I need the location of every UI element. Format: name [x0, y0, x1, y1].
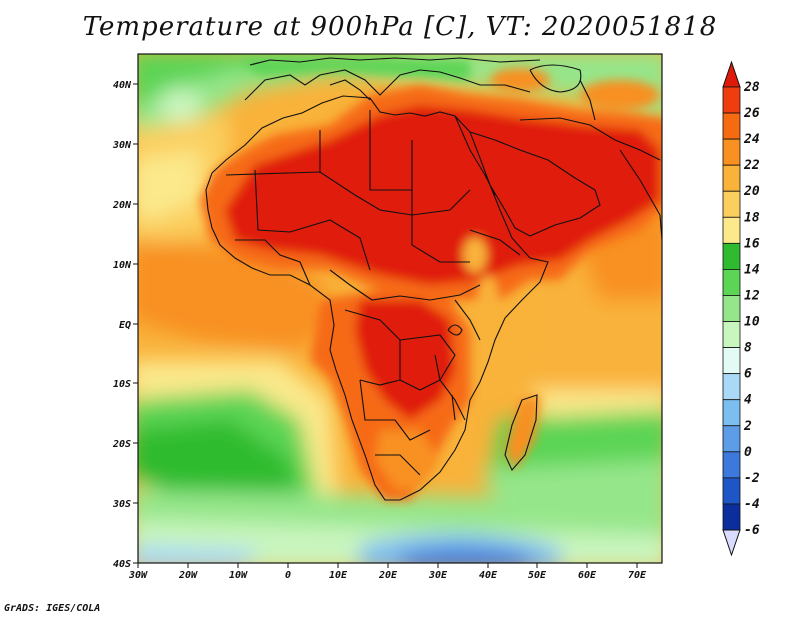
colorbar-label: 20: [743, 184, 760, 199]
lat-label: 30S: [112, 499, 131, 510]
colorbar-label: 8: [744, 341, 752, 356]
map-title: Temperature at 900hPa [C], VT: 202005181…: [82, 12, 718, 42]
colorbar-label: 6: [744, 367, 752, 382]
lon-label: 30E: [428, 570, 448, 581]
lat-label: 10S: [113, 379, 131, 390]
field-layer: [138, 54, 662, 563]
credit-label: GrADS: IGES/COLA: [4, 603, 101, 614]
colorbar-swatch: [722, 373, 741, 401]
colorbar-label: 12: [744, 288, 760, 303]
lon-label: 0: [285, 570, 291, 581]
colorbar-label: 28: [743, 80, 760, 95]
colorbar-top-arrow: [722, 60, 741, 88]
plot-frame: [137, 53, 663, 564]
colorbar-label: 18: [744, 210, 760, 225]
colorbar-label: 14: [744, 262, 760, 277]
lon-label: 40E: [479, 570, 498, 581]
colorbar-swatch: [722, 347, 741, 375]
lon-label: 10W: [229, 570, 248, 581]
lat-label: 40N: [113, 80, 132, 91]
lat-labels: 40N 30N 20N 10N EQ 10S 20S 30S 40S: [112, 80, 132, 570]
colorbar-swatch: [722, 477, 741, 505]
colorbar-label: 2: [743, 419, 752, 434]
colorbar-label: 10: [744, 315, 760, 330]
colorbar-swatch: [722, 190, 741, 218]
colorbar-label: -4: [744, 497, 760, 512]
colorbar-swatch: [722, 269, 741, 296]
colorbar-swatch: [722, 86, 741, 114]
colorbar-swatch: [722, 399, 741, 427]
colorbar-swatch: [722, 425, 741, 453]
colorbar-swatch: [722, 451, 741, 479]
lat-label: 20S: [112, 439, 131, 450]
colorbar-swatch: [722, 321, 741, 348]
lon-label: 10E: [329, 570, 348, 581]
colorbar-swatch: [722, 112, 741, 140]
coastlines: [205, 57, 662, 501]
colorbar-label: 0: [744, 445, 752, 460]
lon-label: 70E: [628, 570, 647, 581]
colorbar-swatch: [722, 503, 741, 531]
colorbar-label: 24: [743, 132, 760, 147]
colorbar-label: 4: [744, 393, 752, 408]
lon-label: 50E: [528, 570, 547, 581]
colorbar-label: -6: [744, 523, 760, 538]
colorbar-label: 26: [743, 106, 760, 121]
colorbar-label: 16: [744, 236, 760, 251]
lon-label: 30W: [128, 570, 148, 581]
colorbar-swatch: [722, 216, 741, 244]
colorbar-bottom-arrow: [722, 529, 741, 557]
colorbar-swatch: [722, 164, 741, 192]
lon-label: 60E: [578, 570, 597, 581]
colorbar-label: 22: [743, 158, 760, 173]
lon-labels: 30W 20W 10W 0 10E 20E 30E 40E 50E 60E 70…: [128, 570, 647, 581]
lat-label: 20N: [112, 200, 132, 211]
lon-label: 20E: [378, 570, 398, 581]
lat-label: 40S: [113, 559, 131, 570]
colorbar-swatch: [722, 295, 741, 322]
colorbar-label: -2: [744, 471, 760, 486]
colorbar-swatch: [722, 242, 741, 270]
lat-label: 30N: [112, 140, 132, 151]
lon-label: 20W: [178, 570, 198, 581]
axis-ticks: [133, 83, 638, 568]
lat-label: EQ: [119, 320, 131, 331]
lat-label: 10N: [113, 260, 132, 271]
colorbar-swatch: [722, 138, 741, 166]
